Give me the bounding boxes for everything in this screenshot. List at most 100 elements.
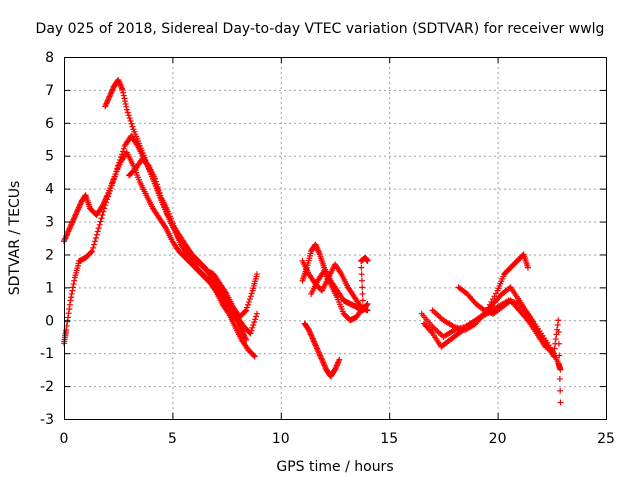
data-point	[554, 321, 561, 328]
data-point	[242, 308, 249, 315]
data-point	[111, 173, 118, 180]
data-point	[524, 264, 531, 271]
y-axis-label: SDTVAR / TECUs	[7, 181, 23, 296]
data-point	[104, 193, 111, 200]
data-point	[248, 290, 255, 297]
data-point	[100, 208, 107, 215]
data-point	[120, 89, 127, 96]
data-point	[123, 106, 130, 113]
data-point	[555, 329, 562, 336]
data-point	[120, 145, 127, 152]
data-point	[124, 109, 131, 116]
data-point	[113, 168, 120, 175]
data-point	[364, 307, 371, 314]
data-point	[556, 364, 563, 371]
data-point	[153, 181, 160, 188]
x-tick-label: 0	[60, 431, 69, 447]
data-point	[101, 205, 108, 212]
data-point	[89, 248, 96, 255]
data-point	[155, 187, 162, 194]
data-point	[119, 148, 126, 155]
data-point	[358, 277, 365, 284]
series-track-7	[308, 254, 371, 324]
series-track-10	[420, 284, 557, 360]
series-track-4	[126, 156, 260, 320]
data-point	[120, 92, 127, 99]
data-point	[245, 298, 252, 305]
series-track-3	[102, 77, 260, 337]
series-track-12	[455, 284, 564, 406]
data-point	[105, 190, 112, 197]
data-point	[359, 290, 366, 297]
data-point	[69, 284, 76, 291]
data-point	[253, 271, 260, 278]
data-point	[109, 179, 116, 186]
data-point	[126, 115, 133, 122]
data-point	[253, 313, 260, 320]
data-points	[61, 77, 564, 406]
x-tick-label: 25	[597, 431, 615, 447]
data-point	[250, 352, 257, 359]
data-point	[247, 330, 254, 337]
data-point	[358, 271, 365, 278]
data-point	[243, 307, 250, 314]
x-axis-label: GPS time / hours	[276, 459, 393, 475]
data-point	[65, 310, 72, 317]
y-tick-label: 6	[45, 116, 54, 132]
series-track-2	[61, 132, 258, 360]
x-tick-label: 10	[272, 431, 290, 447]
data-point	[117, 156, 124, 163]
y-tick-label: 2	[45, 247, 54, 263]
data-point	[551, 345, 558, 352]
y-tick-label: -1	[40, 346, 54, 362]
y-tick-label: 0	[45, 313, 54, 329]
data-point	[71, 277, 78, 284]
data-point	[70, 281, 77, 288]
data-point	[363, 301, 370, 308]
data-point	[115, 162, 122, 169]
data-point	[107, 185, 114, 192]
y-tick-labels: -3 -2 -1 0 1 2 3 4 5 6 7 8	[40, 50, 54, 428]
data-point	[247, 293, 254, 300]
data-point	[556, 376, 563, 383]
data-point	[129, 123, 136, 130]
data-point	[99, 211, 106, 218]
data-point	[364, 258, 371, 265]
data-point	[116, 159, 123, 166]
data-point	[127, 117, 134, 124]
x-tick-labels: 0 5 10 15 20 25	[60, 431, 615, 447]
data-point	[98, 215, 105, 222]
data-point	[90, 244, 97, 251]
data-point	[88, 249, 95, 256]
series-track-11	[429, 251, 531, 334]
data-point	[128, 120, 135, 127]
data-point	[557, 399, 564, 406]
data-point	[66, 301, 73, 308]
data-point	[556, 352, 563, 359]
data-point	[66, 305, 73, 312]
y-tick-label: -2	[40, 379, 54, 395]
data-point	[244, 301, 251, 308]
data-point	[93, 231, 100, 238]
y-tick-label: -3	[40, 412, 54, 428]
x-tick-label: 20	[489, 431, 507, 447]
data-point	[68, 290, 75, 297]
data-point	[249, 324, 256, 331]
data-point	[65, 314, 72, 321]
data-point	[336, 356, 343, 363]
data-point	[555, 340, 562, 347]
data-point	[67, 297, 74, 304]
data-point	[358, 264, 365, 271]
chart-title: Day 025 of 2018, Sidereal Day-to-day VTE…	[36, 21, 605, 37]
data-point	[102, 202, 109, 209]
data-point	[118, 151, 125, 158]
data-point	[69, 287, 76, 294]
data-point	[360, 304, 367, 311]
y-tick-label: 7	[45, 83, 54, 99]
data-point	[119, 86, 126, 93]
data-point	[125, 112, 132, 119]
data-point	[117, 154, 124, 161]
y-tick-label: 1	[45, 280, 54, 296]
axis-ticks	[64, 57, 607, 420]
data-point	[550, 350, 557, 357]
